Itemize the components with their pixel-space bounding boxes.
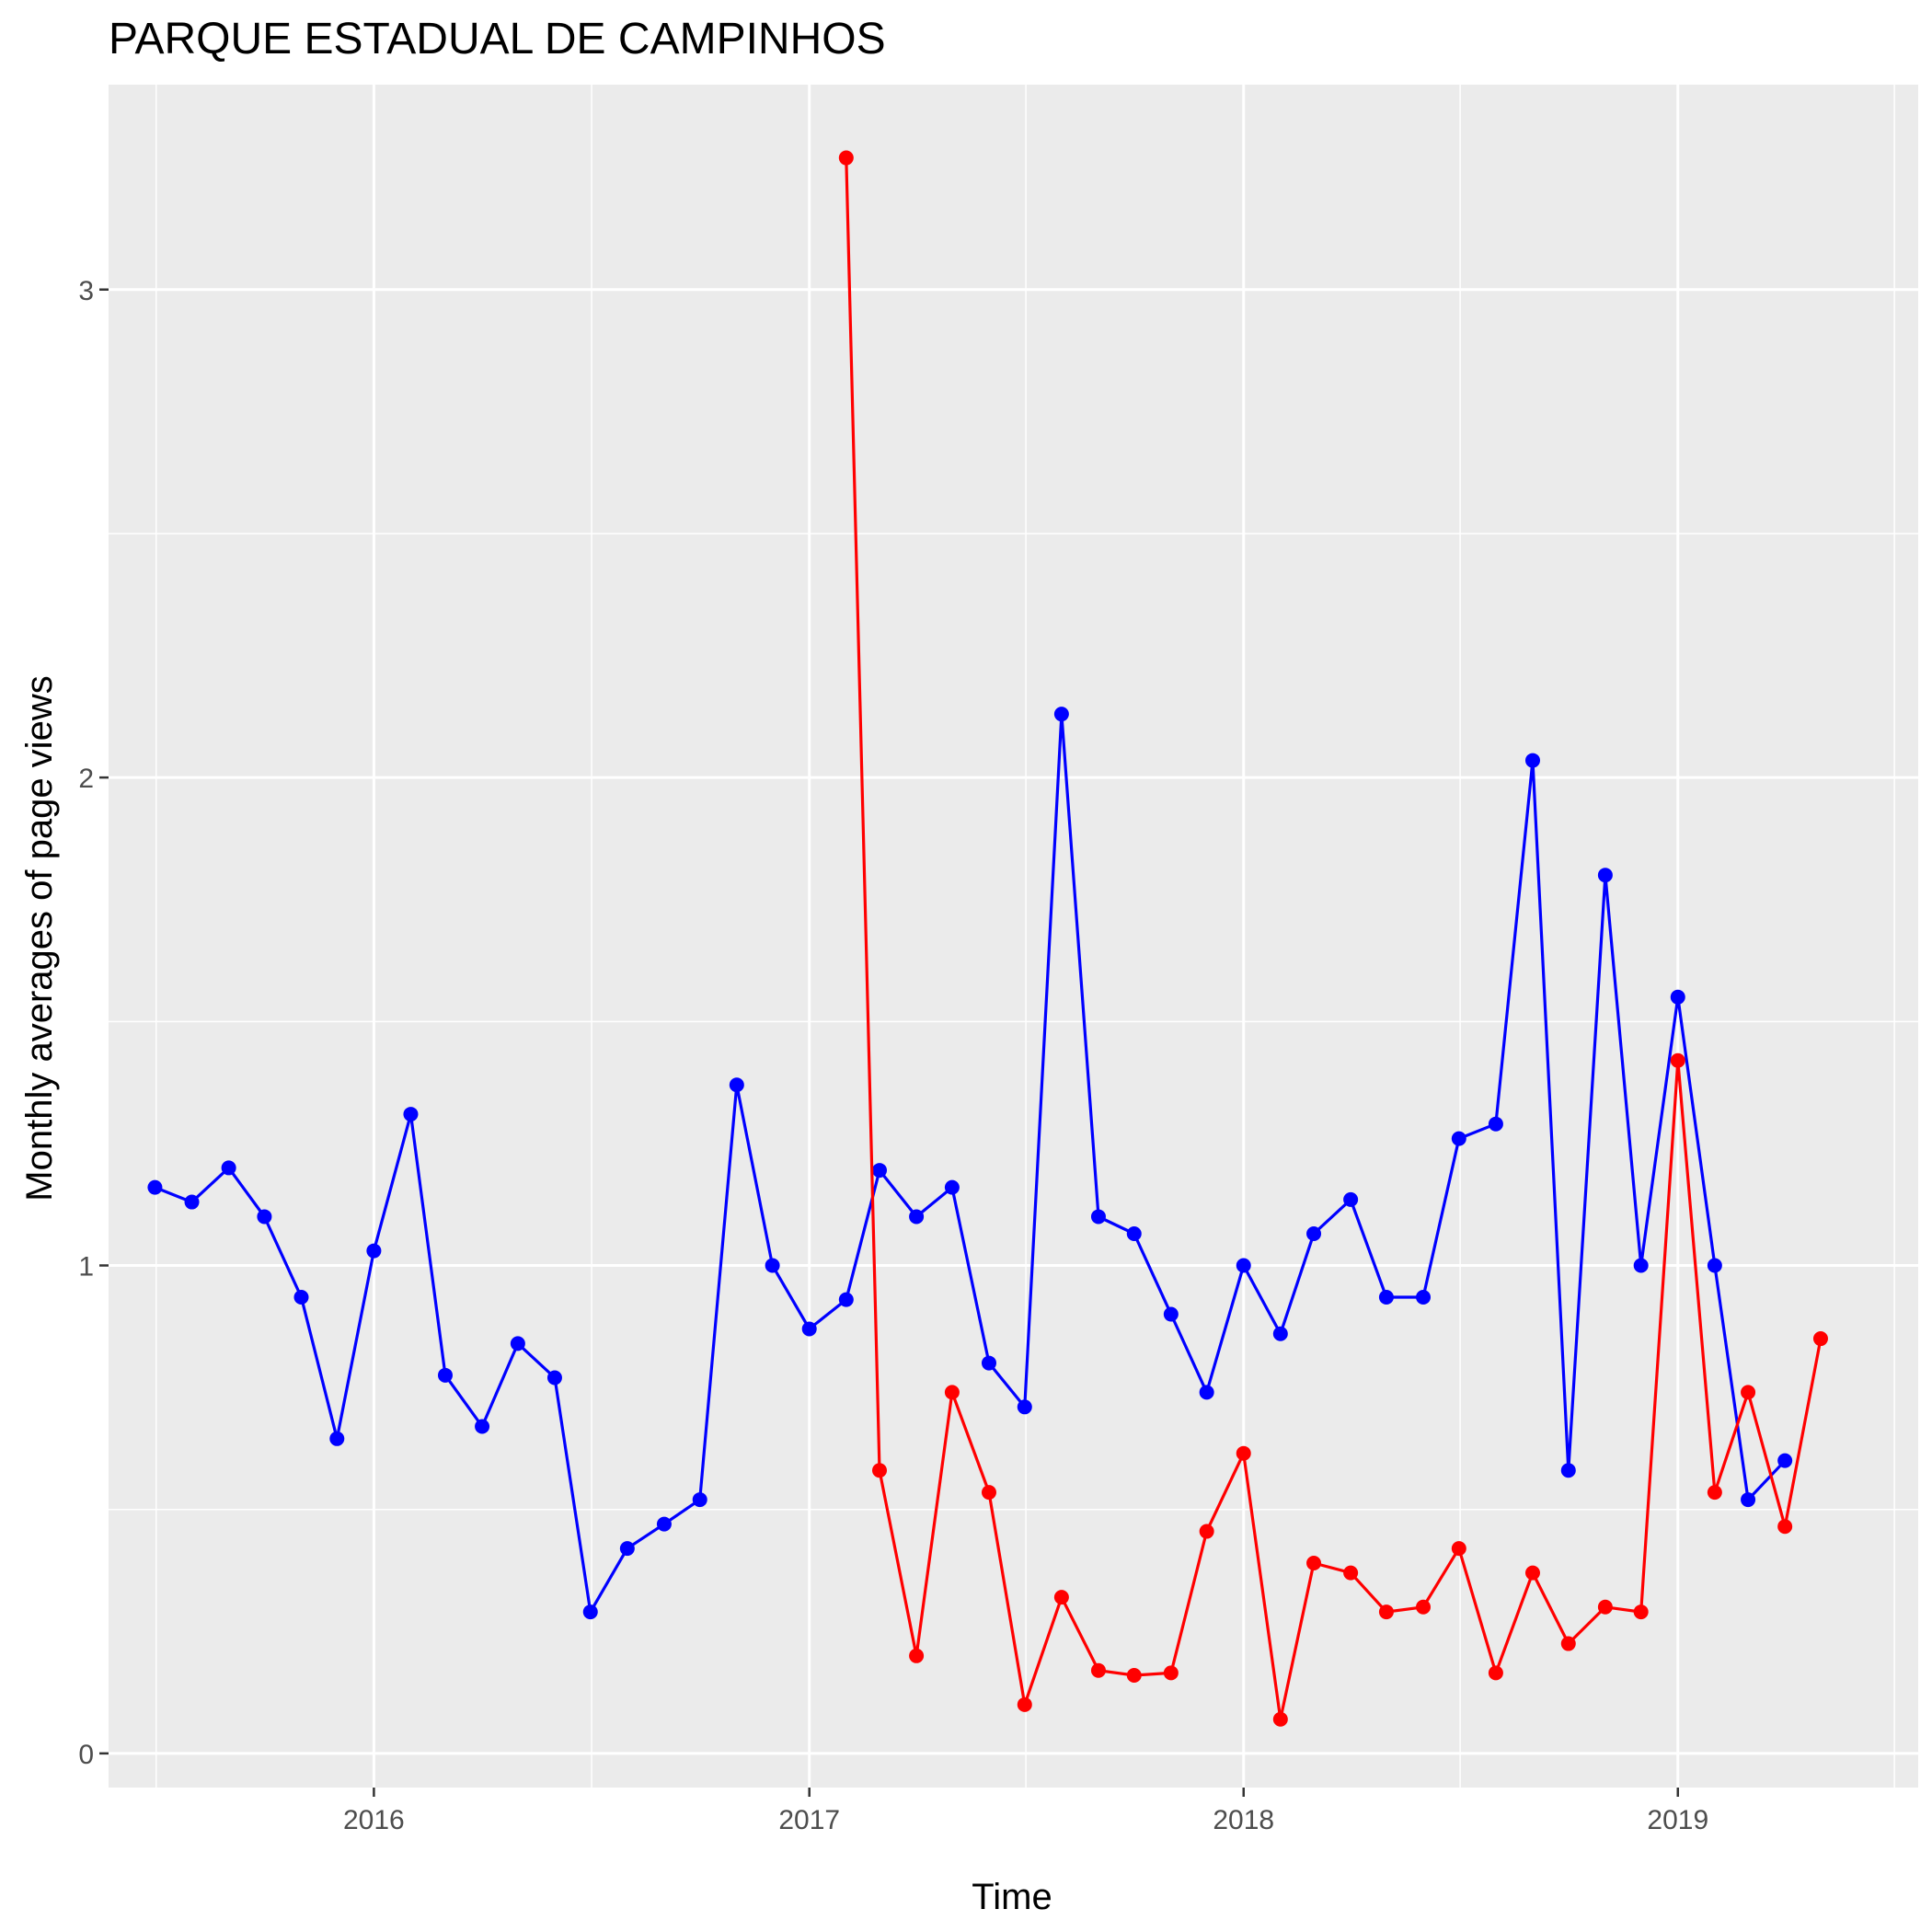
data-point <box>909 1209 925 1225</box>
data-point <box>1707 1258 1722 1273</box>
data-point <box>257 1209 272 1225</box>
plot-panel <box>109 85 1918 1788</box>
data-point <box>1633 1604 1649 1620</box>
minor-gridlines <box>109 85 1918 1788</box>
data-point <box>1236 1445 1251 1461</box>
data-point <box>1451 1131 1466 1146</box>
data-point <box>838 150 854 166</box>
data-point <box>1090 1209 1106 1225</box>
data-point <box>729 1077 744 1093</box>
data-point <box>981 1355 996 1371</box>
data-point <box>184 1194 200 1210</box>
data-point <box>1560 1636 1576 1651</box>
data-point <box>1670 989 1685 1005</box>
data-point <box>692 1492 707 1508</box>
data-point <box>437 1367 453 1383</box>
x-axis-tick-labels: 2016 2017 2018 2019 <box>343 1805 1708 1835</box>
data-point <box>909 1648 925 1663</box>
series-1 <box>147 707 1793 1620</box>
data-point <box>1163 1306 1179 1322</box>
data-point <box>801 1321 817 1337</box>
data-point <box>1741 1492 1756 1508</box>
y-axis-tick-labels: 0 1 2 3 <box>78 276 94 1770</box>
data-point <box>1741 1385 1756 1400</box>
data-point <box>403 1107 419 1122</box>
data-point <box>510 1336 525 1351</box>
y-axis-title: Monthly averages of page views <box>19 675 60 1201</box>
data-point <box>1343 1191 1359 1207</box>
data-point <box>366 1243 382 1259</box>
data-point <box>582 1604 598 1620</box>
data-point <box>1488 1116 1503 1132</box>
data-point <box>1670 1052 1685 1068</box>
data-point <box>1163 1665 1179 1681</box>
data-point <box>1416 1289 1432 1305</box>
major-gridlines <box>109 85 1918 1788</box>
x-tick-label: 2017 <box>778 1805 840 1835</box>
x-axis-title: Time <box>972 1877 1052 1917</box>
data-point <box>1017 1399 1032 1415</box>
data-point <box>1597 1599 1613 1615</box>
data-point <box>1199 1385 1214 1400</box>
data-point <box>1777 1453 1793 1468</box>
data-point <box>475 1419 490 1434</box>
data-point <box>1451 1541 1466 1557</box>
data-point <box>1236 1258 1251 1273</box>
axis-ticks <box>99 288 1680 1797</box>
y-tick-label: 2 <box>78 764 94 794</box>
data-point <box>1777 1519 1793 1535</box>
data-point <box>1126 1226 1142 1242</box>
data-point <box>293 1289 309 1305</box>
series-1-line <box>154 712 1787 1614</box>
data-point <box>619 1541 635 1557</box>
data-point <box>1053 1590 1069 1605</box>
data-point <box>1126 1668 1142 1684</box>
data-point <box>1524 1565 1540 1581</box>
chart-title: PARQUE ESTADUAL DE CAMPINHOS <box>109 15 886 63</box>
data-point <box>1378 1604 1394 1620</box>
data-point <box>1306 1226 1322 1242</box>
data-point <box>838 1292 854 1307</box>
series-layer <box>147 150 1828 1727</box>
series-2-line <box>845 157 1823 1721</box>
data-point <box>981 1485 996 1501</box>
y-tick-label: 0 <box>78 1740 94 1770</box>
data-point <box>1597 868 1613 883</box>
data-point <box>1272 1326 1288 1341</box>
data-point <box>765 1258 780 1273</box>
series-2 <box>838 150 1828 1727</box>
data-point <box>1633 1258 1649 1273</box>
data-point <box>1524 753 1540 768</box>
x-tick-label: 2016 <box>343 1805 405 1835</box>
data-point <box>1343 1565 1359 1581</box>
data-point <box>1812 1331 1828 1347</box>
data-point <box>872 1163 888 1179</box>
data-point <box>944 1385 960 1400</box>
data-point <box>546 1370 562 1386</box>
data-point <box>1272 1711 1288 1727</box>
data-point <box>147 1179 163 1195</box>
data-point <box>1560 1463 1576 1478</box>
data-point <box>872 1463 888 1478</box>
data-point <box>1488 1665 1503 1681</box>
y-tick-label: 1 <box>78 1252 94 1282</box>
data-point <box>1707 1485 1722 1501</box>
data-point <box>1017 1696 1032 1712</box>
data-point <box>329 1431 345 1446</box>
data-point <box>656 1516 672 1532</box>
data-point <box>944 1179 960 1195</box>
data-point <box>221 1160 236 1176</box>
data-point <box>1090 1662 1106 1678</box>
data-point <box>1199 1524 1214 1539</box>
data-point <box>1378 1289 1394 1305</box>
y-tick-label: 3 <box>78 276 94 306</box>
x-tick-label: 2019 <box>1647 1805 1708 1835</box>
x-tick-label: 2018 <box>1213 1805 1274 1835</box>
data-point <box>1416 1599 1432 1615</box>
data-point <box>1306 1556 1322 1571</box>
data-point <box>1053 707 1069 722</box>
